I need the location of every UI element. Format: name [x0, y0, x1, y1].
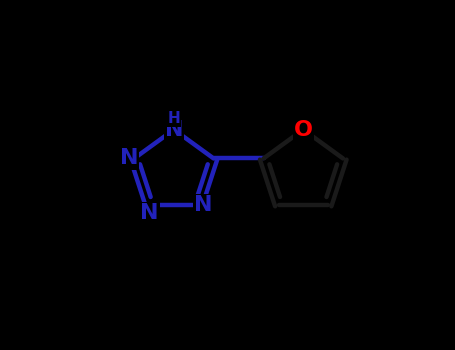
Text: O: O: [294, 120, 313, 140]
Text: H: H: [167, 111, 180, 126]
Text: N: N: [120, 148, 138, 168]
Text: N: N: [140, 203, 159, 223]
Text: N: N: [194, 195, 212, 215]
Text: N: N: [165, 120, 183, 140]
